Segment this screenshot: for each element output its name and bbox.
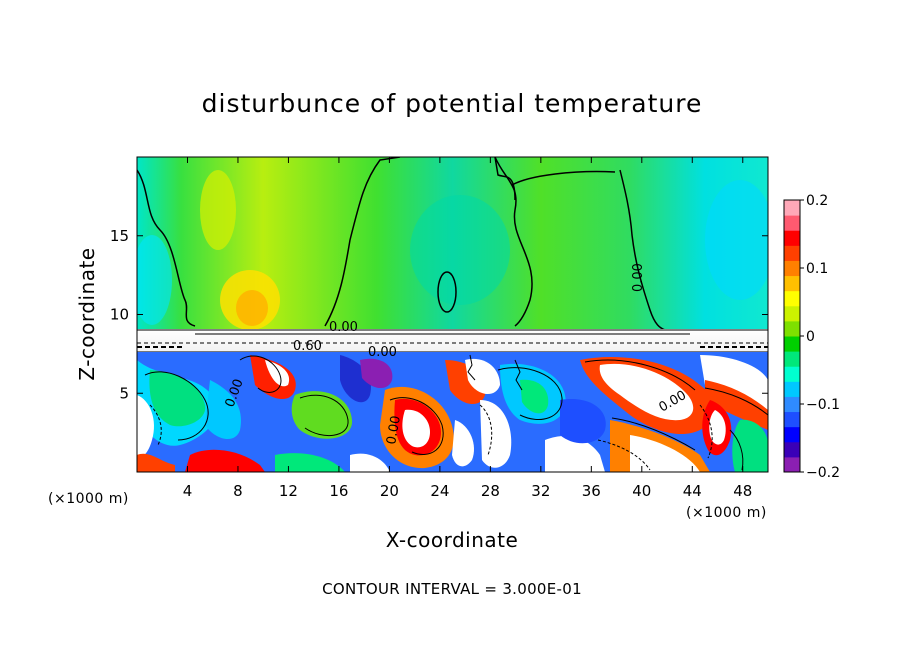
y-tick-label: 15 <box>110 227 129 245</box>
colorbar-swatch <box>784 290 800 307</box>
colorbar-tick-label: 0.2 <box>806 193 828 209</box>
x-tick-label: 24 <box>430 482 449 500</box>
colorbar-swatch <box>784 381 800 397</box>
x-unit-label-left: (×1000 m) <box>48 491 129 507</box>
upper-cool-blob <box>410 195 510 305</box>
colorbar-swatch <box>784 441 800 458</box>
x-axis-ticks: 4 8 12 16 20 24 28 32 36 40 44 48 <box>183 157 752 500</box>
contour-label: 0.60 <box>293 339 322 354</box>
plot-field <box>137 157 768 472</box>
x-tick-label: 40 <box>632 482 651 500</box>
lower-dashed-contours <box>149 404 713 471</box>
upper-contour <box>619 169 666 331</box>
x-tick-label: 36 <box>582 482 601 500</box>
upper-warm-blob <box>236 290 268 326</box>
colorbar-swatch <box>784 230 800 246</box>
y-axis-ticks: 5 10 15 <box>110 227 768 402</box>
contour-label: 0.00 <box>329 320 358 335</box>
colorbar-tick-label: −0.2 <box>806 465 840 481</box>
colorbar-swatch <box>784 200 800 216</box>
upper-contour <box>324 157 401 327</box>
x-tick-label: 4 <box>183 482 193 500</box>
y-tick-label: 10 <box>110 306 129 324</box>
x-tick-label: 8 <box>233 482 243 500</box>
colorbar-tick-label: 0.1 <box>806 261 828 277</box>
contour-label: 0.00 <box>368 345 397 360</box>
x-tick-label: 32 <box>531 482 550 500</box>
upper-cool-blob <box>705 180 768 300</box>
y-axis-label: Z-coordinate <box>75 247 99 380</box>
x-tick-label: 28 <box>481 482 500 500</box>
colorbar-swatch <box>784 411 800 428</box>
contour-label: 0.00 <box>631 263 646 292</box>
colorbar-swatch <box>784 456 800 473</box>
x-tick-label: 20 <box>380 482 399 500</box>
upper-contour <box>494 157 533 327</box>
lower-contours <box>144 354 768 471</box>
colorbar-swatch <box>784 366 800 382</box>
x-axis-label: X-coordinate <box>386 528 519 552</box>
colorbar-swatch <box>784 305 800 322</box>
chart-title: disturbunce of potential temperature <box>202 89 703 118</box>
x-unit-label-right: (×1000 m) <box>686 505 767 521</box>
contour-label: 0.00 <box>384 415 404 446</box>
colorbar-tick-label: 0 <box>806 329 815 345</box>
tropopause-band <box>137 329 768 352</box>
y-tick-label: 5 <box>119 384 129 402</box>
colorbar-swatch <box>784 396 800 413</box>
contour-interval-note: CONTOUR INTERVAL = 3.000E-01 <box>322 580 582 598</box>
colorbar <box>783 199 801 473</box>
colorbar-swatch <box>784 351 800 367</box>
upper-cool-blob <box>137 235 172 325</box>
colorbar-swatch <box>784 320 800 337</box>
upper-contour-loop <box>437 271 457 313</box>
upper-contour <box>137 169 196 327</box>
upper-contour <box>494 157 516 201</box>
x-tick-label: 16 <box>329 482 348 500</box>
x-tick-label: 48 <box>733 482 752 500</box>
colorbar-swatch <box>784 215 800 231</box>
upper-warm-blob <box>200 170 236 250</box>
colorbar-ticks: 0.2 0.1 0 −0.1 −0.2 <box>800 193 840 481</box>
x-tick-label: 12 <box>279 482 298 500</box>
colorbar-swatch <box>784 260 800 277</box>
colorbar-swatch <box>784 426 800 443</box>
upper-contour <box>511 170 616 186</box>
colorbar-tick-label: −0.1 <box>806 397 840 413</box>
colorbar-swatch <box>784 275 800 292</box>
x-tick-label: 44 <box>683 482 702 500</box>
lower-patches <box>137 355 768 472</box>
colorbar-swatch <box>784 336 800 352</box>
contour-labels: 0.00 0.00 0.60 0.00 0.00 0.00 0.00 <box>223 263 689 446</box>
colorbar-swatch <box>784 245 800 261</box>
